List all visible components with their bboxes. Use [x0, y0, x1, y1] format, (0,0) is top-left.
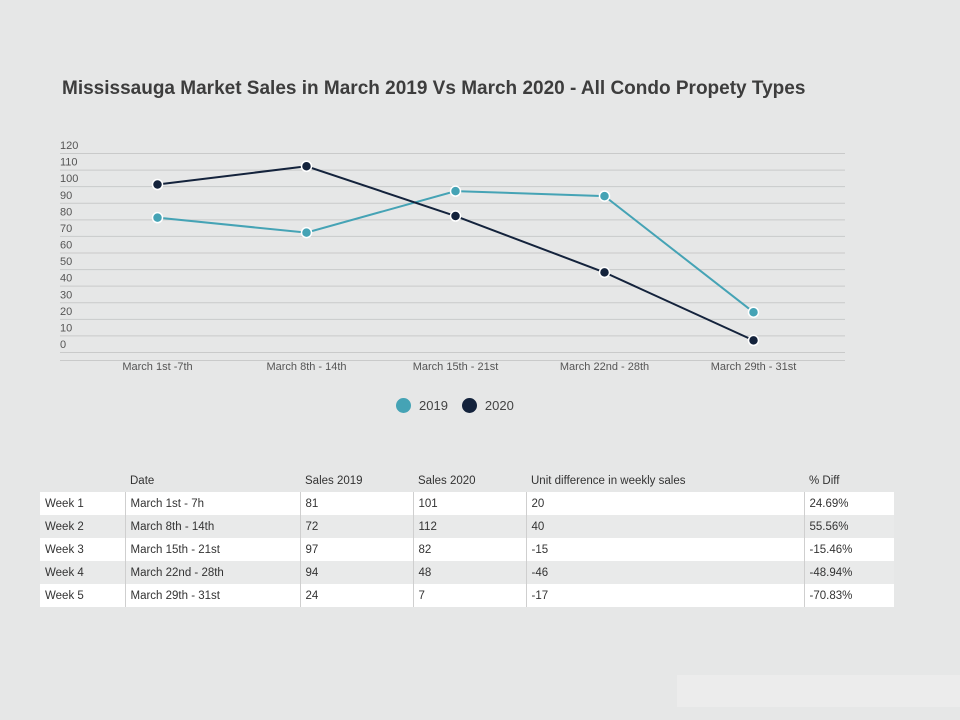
data-point-2019: [300, 226, 313, 239]
data-point-2019: [151, 211, 164, 224]
table-header-pct-diff: % Diff: [809, 474, 840, 487]
table-cell-pct-diff: -15.46%: [803, 538, 894, 561]
table-cell-sales-2019: 72: [299, 515, 413, 538]
x-tick-label: March 1st -7th: [122, 361, 192, 373]
x-tick-label: March 22nd - 28th: [560, 361, 649, 373]
x-tick-label: March 29th - 31st: [711, 361, 797, 373]
table-header-sales-2020: Sales 2020: [418, 474, 476, 487]
table-row: Week 5 March 29th - 31st 24 7 -17 -70.83%: [40, 584, 894, 607]
table-cell-week: Week 4: [40, 561, 125, 584]
table-cell-unit-difference: -17: [525, 584, 804, 607]
footer-panel: [677, 675, 960, 707]
table-row: Week 1 March 1st - 7h 81 101 20 24.69%: [40, 492, 894, 515]
table-cell-sales-2020: 48: [412, 561, 526, 584]
y-tick-label: 50: [60, 256, 72, 268]
table-cell-date: March 1st - 7h: [124, 492, 300, 515]
legend-label-2019: 2019: [419, 398, 448, 413]
table-cell-unit-difference: 20: [525, 492, 804, 515]
series-line-2019: [157, 190, 755, 313]
y-tick-label: 90: [60, 190, 72, 202]
table-cell-sales-2020: 101: [412, 492, 526, 515]
table-header-row: Date Sales 2019 Sales 2020 Unit differen…: [40, 469, 894, 492]
table-cell-unit-difference: 40: [525, 515, 804, 538]
table-cell-date: March 22nd - 28th: [124, 561, 300, 584]
table-cell-sales-2020: 82: [412, 538, 526, 561]
table-cell-unit-difference: -46: [525, 561, 804, 584]
table-cell-date: March 15th - 21st: [124, 538, 300, 561]
legend-label-2020: 2020: [484, 398, 514, 413]
data-point-2020: [598, 266, 611, 279]
x-tick-label: March 8th - 14th: [266, 361, 346, 373]
legend-item-2019[interactable]: 2019: [396, 398, 448, 413]
legend-marker-2019: [396, 398, 411, 413]
table-cell-pct-diff: -48.94%: [803, 561, 894, 584]
table-header-week: [40, 469, 125, 492]
y-tick-label: 30: [60, 289, 72, 301]
table-cell-sales-2019: 81: [299, 492, 413, 515]
table-cell-week: Week 1: [40, 492, 125, 515]
data-point-2019: [598, 190, 611, 202]
legend-marker-2020: [461, 398, 477, 413]
table-cell-sales-2020: 112: [412, 515, 526, 538]
table-cell-pct-diff: -70.83%: [803, 584, 894, 607]
data-point-2020: [151, 178, 164, 191]
table-cell-pct-diff: 24.69%: [803, 492, 894, 515]
table-row: Week 4 March 22nd - 28th 94 48 -46 -48.94%: [40, 561, 894, 584]
table-row: Week 3 March 15th - 21st 97 82 -15 -15.46%: [40, 538, 894, 561]
table-cell-unit-difference: -15: [525, 538, 804, 561]
data-point-2020: [300, 160, 313, 173]
table-cell-sales-2019: 94: [299, 561, 413, 584]
y-tick-label: 70: [60, 223, 72, 235]
table-header-date: Date: [130, 474, 155, 487]
y-tick-label: 120: [60, 140, 78, 152]
data-point-2020: [747, 334, 760, 347]
line-chart: 0 10 20 30 40 50 60 70 80 90 100 110 120 March 1st -7…: [60, 140, 845, 373]
table-cell-sales-2019: 24: [299, 584, 413, 607]
table-cell-sales-2020: 7: [412, 584, 526, 607]
table-header-unit-difference: Unit difference in weekly sales: [531, 474, 686, 487]
y-tick-label: 80: [60, 206, 72, 218]
data-point-2019: [747, 306, 760, 318]
table-cell-date: March 8th - 14th: [124, 515, 300, 538]
y-tick-label: 60: [60, 240, 72, 252]
table-cell-pct-diff: 55.56%: [803, 515, 894, 538]
legend-item-2020[interactable]: 2020: [461, 398, 514, 413]
y-tick-label: 0: [60, 339, 66, 351]
chart-title: Mississauga Market Sales in March 2019 V…: [62, 78, 806, 99]
table-cell-week: Week 3: [40, 538, 125, 561]
y-tick-label: 110: [60, 157, 78, 169]
y-tick-label: 20: [60, 306, 72, 318]
data-point-2019: [449, 185, 462, 197]
table-cell-date: March 29th - 31st: [124, 584, 300, 607]
y-tick-label: 40: [60, 273, 72, 285]
table-cell-week: Week 2: [40, 515, 125, 538]
table-row: Week 2 March 8th - 14th 72 112 40 55.56%: [40, 515, 894, 538]
table-header-sales-2019: Sales 2019: [305, 474, 363, 487]
y-tick-label: 100: [60, 173, 78, 185]
data-point-2020: [449, 210, 462, 222]
y-tick-label: 10: [60, 322, 72, 334]
chart-legend: 2019 2020: [396, 398, 520, 413]
table-cell-week: Week 5: [40, 584, 125, 607]
sales-table: Date Sales 2019 Sales 2020 Unit differen…: [40, 469, 894, 607]
table-cell-sales-2019: 97: [299, 538, 413, 561]
x-tick-label: March 15th - 21st: [413, 361, 499, 373]
